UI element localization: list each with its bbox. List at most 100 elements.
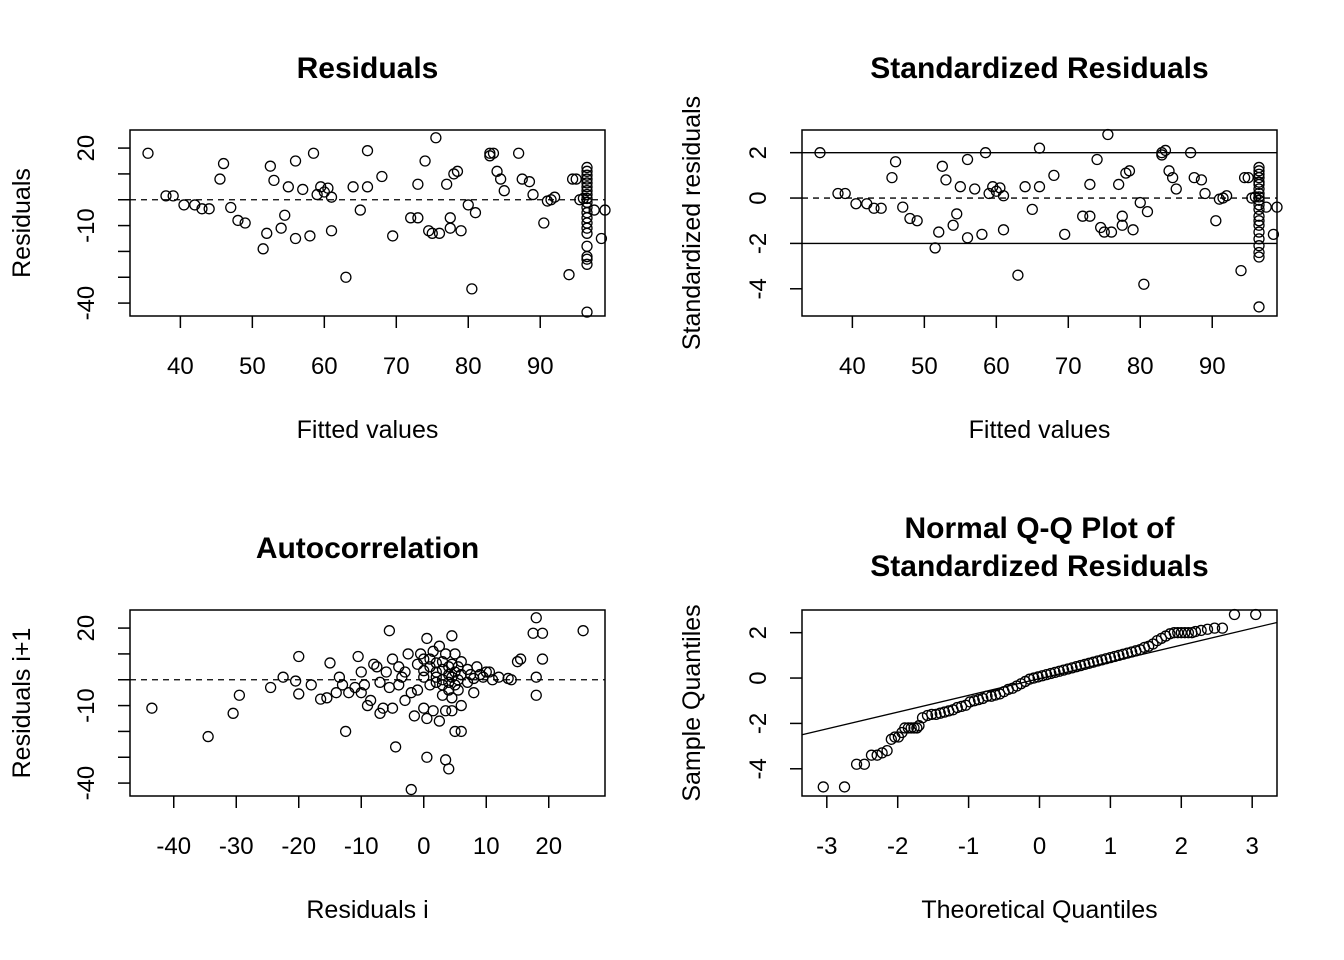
data-point [361,181,374,193]
x-tick-label: 10 [473,833,500,860]
data-point [374,676,386,688]
data-point [419,155,431,167]
data-point [997,190,1010,202]
data-point [1188,171,1200,184]
data-point [293,688,305,700]
data-point [430,132,442,144]
data-point [1253,161,1265,174]
data-point [387,230,399,242]
data-point [947,219,959,231]
data-point [386,702,399,714]
data-point [581,196,593,208]
data-point [1253,187,1265,200]
data-point [418,702,430,714]
data-point [581,181,593,193]
data-point [371,661,383,673]
data-point [449,648,461,660]
data-point [1242,171,1254,184]
x-tick-label: 90 [1199,353,1226,380]
data-point [817,781,829,793]
data-point [1208,622,1221,634]
data-point [423,225,435,237]
data-point [1182,627,1195,639]
data-point [1121,647,1134,659]
data-point [868,202,880,214]
data-point [466,283,478,295]
data-point [1077,210,1089,222]
data-point [426,227,438,239]
data-point [446,630,458,642]
data-point [1163,165,1175,177]
data-point [511,656,524,668]
data-point [418,665,430,677]
y-tick-label: 0 [745,191,772,204]
data-point [289,155,302,167]
data-point [934,707,946,719]
data-point [277,671,289,683]
data-point [581,177,593,189]
data-point [203,203,215,215]
data-point [304,230,316,242]
data-point [570,173,582,185]
data-point [469,207,482,219]
data-point [1026,203,1038,216]
data-point [899,722,911,734]
data-point [1210,215,1222,227]
data-point [355,687,367,699]
x-axis-label: Residuals i [306,896,428,924]
data-point [443,668,455,681]
data-point [951,701,963,714]
data-point [527,627,539,639]
data-point [904,212,916,225]
data-point [1138,278,1150,290]
data-point [1127,224,1139,236]
data-point [940,174,952,186]
data-point [1062,663,1074,675]
data-point [448,168,460,180]
reference-line [801,621,1278,736]
data-point [514,653,527,665]
data-point [1066,662,1078,674]
data-point [480,666,492,678]
data-point [451,165,464,177]
x-tick-label: -2 [887,833,908,860]
data-point [418,653,430,665]
data-point [1049,666,1061,679]
x-tick-label: 3 [1246,833,1259,860]
data-point [336,679,349,691]
data-point [325,225,338,237]
data-point [1260,201,1272,213]
data-point [599,204,611,216]
data-point [430,671,442,683]
data-point [832,187,844,200]
data-point [1120,167,1132,179]
plot-frame [129,129,606,317]
data-point [196,203,208,215]
data-point [146,702,158,714]
data-point [969,183,981,195]
data-point [1113,178,1125,191]
panel-std-residuals: Standardized Residuals 40 50 60 70 80 90 2 0 -2 -4… [678,52,1283,444]
data-point [595,232,608,245]
data-point [976,228,988,240]
data-point [297,183,309,196]
data-point [968,695,980,707]
data-point [1238,171,1251,184]
data-point [430,666,442,678]
data-point [1220,190,1233,202]
x-axis-label: Fitted values [969,416,1111,444]
data-point [261,227,273,239]
y-axis-label: Residuals [8,168,36,278]
data-point [881,744,893,757]
data-point [393,679,405,691]
y-tick-label: 20 [73,615,100,642]
data-point [324,657,336,669]
data-point [1170,183,1182,195]
data-point [444,212,456,224]
data-point [411,658,424,670]
data-point [494,173,507,185]
data-point [1023,673,1036,685]
x-tick-label: 2 [1175,833,1188,860]
data-point [1028,672,1040,684]
data-point [1045,667,1057,680]
